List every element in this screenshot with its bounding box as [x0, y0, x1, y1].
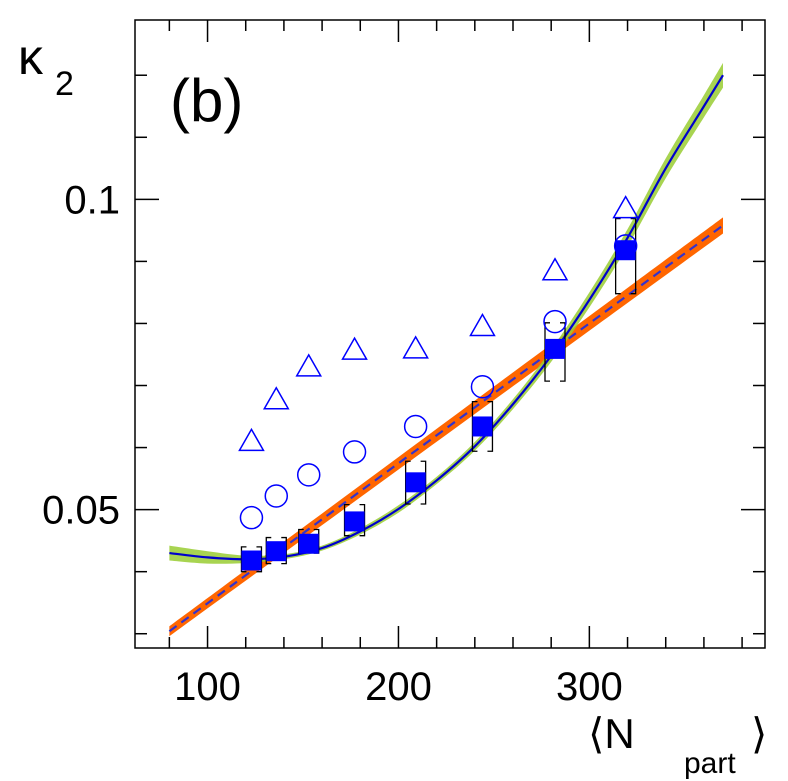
- y-tick-label: 0.1: [64, 178, 120, 222]
- open-circle-marker: [264, 484, 289, 508]
- open-circle-marker: [296, 463, 321, 487]
- y-axis-title-symbol: κ: [18, 29, 44, 85]
- systematic-boxes-layer: [240, 217, 637, 573]
- plot-frame: [134, 19, 766, 649]
- linear-fit-line: [168, 224, 724, 633]
- open-circle-marker: [613, 234, 638, 258]
- open-circle-marker: [543, 309, 567, 334]
- measured-square-marker: [344, 511, 365, 532]
- measured-square-marker: [241, 550, 262, 571]
- curved-fit-uncertainty-band: [169, 62, 723, 564]
- y-axis-title: κ 2: [18, 29, 74, 103]
- open-triangle-marker: [402, 335, 429, 359]
- open-triangle-marker: [238, 427, 265, 452]
- open-circle-marker: [403, 414, 428, 439]
- measured-square-marker: [472, 416, 493, 437]
- x-tick-label: 200: [365, 665, 432, 709]
- x-axis-title-main: ⟨N: [588, 710, 635, 757]
- x-axis-title: ⟨N part ⟩: [588, 710, 767, 780]
- x-tick-label: 300: [556, 665, 623, 709]
- fit-lines-layer: [168, 74, 724, 633]
- open-circle-marker: [470, 374, 495, 399]
- fit-bands-layer: [169, 62, 723, 637]
- measured-square-marker: [298, 533, 319, 554]
- open-triangle-marker: [612, 195, 639, 219]
- panel-label: (b): [170, 67, 243, 134]
- open-circle-marker: [342, 440, 367, 464]
- linear-fit-uncertainty-band: [169, 217, 723, 637]
- measured-square-marker: [405, 472, 426, 493]
- y-axis-title-subscript: 2: [55, 65, 74, 103]
- tick-labels-layer: 100 200 300 0.05 0.1: [42, 178, 623, 709]
- y-tick-label: 0.05: [42, 489, 120, 533]
- measured-square-marker: [266, 541, 287, 562]
- x-tick-label: 100: [174, 665, 241, 709]
- open-triangle-marker: [541, 257, 569, 281]
- measured-square-marker: [545, 338, 565, 359]
- curved-fit-line: [169, 74, 724, 561]
- open-triangle-marker: [469, 313, 496, 337]
- axis-ticks-layer: [135, 20, 765, 648]
- x-axis-title-subscript: part: [684, 747, 736, 780]
- open-triangle-marker: [341, 336, 368, 360]
- open-triangle-marker: [295, 353, 323, 377]
- markers-layer: [238, 195, 639, 571]
- open-triangle-marker: [262, 386, 290, 410]
- open-circle-marker: [239, 505, 264, 530]
- x-axis-title-close: ⟩: [751, 710, 767, 757]
